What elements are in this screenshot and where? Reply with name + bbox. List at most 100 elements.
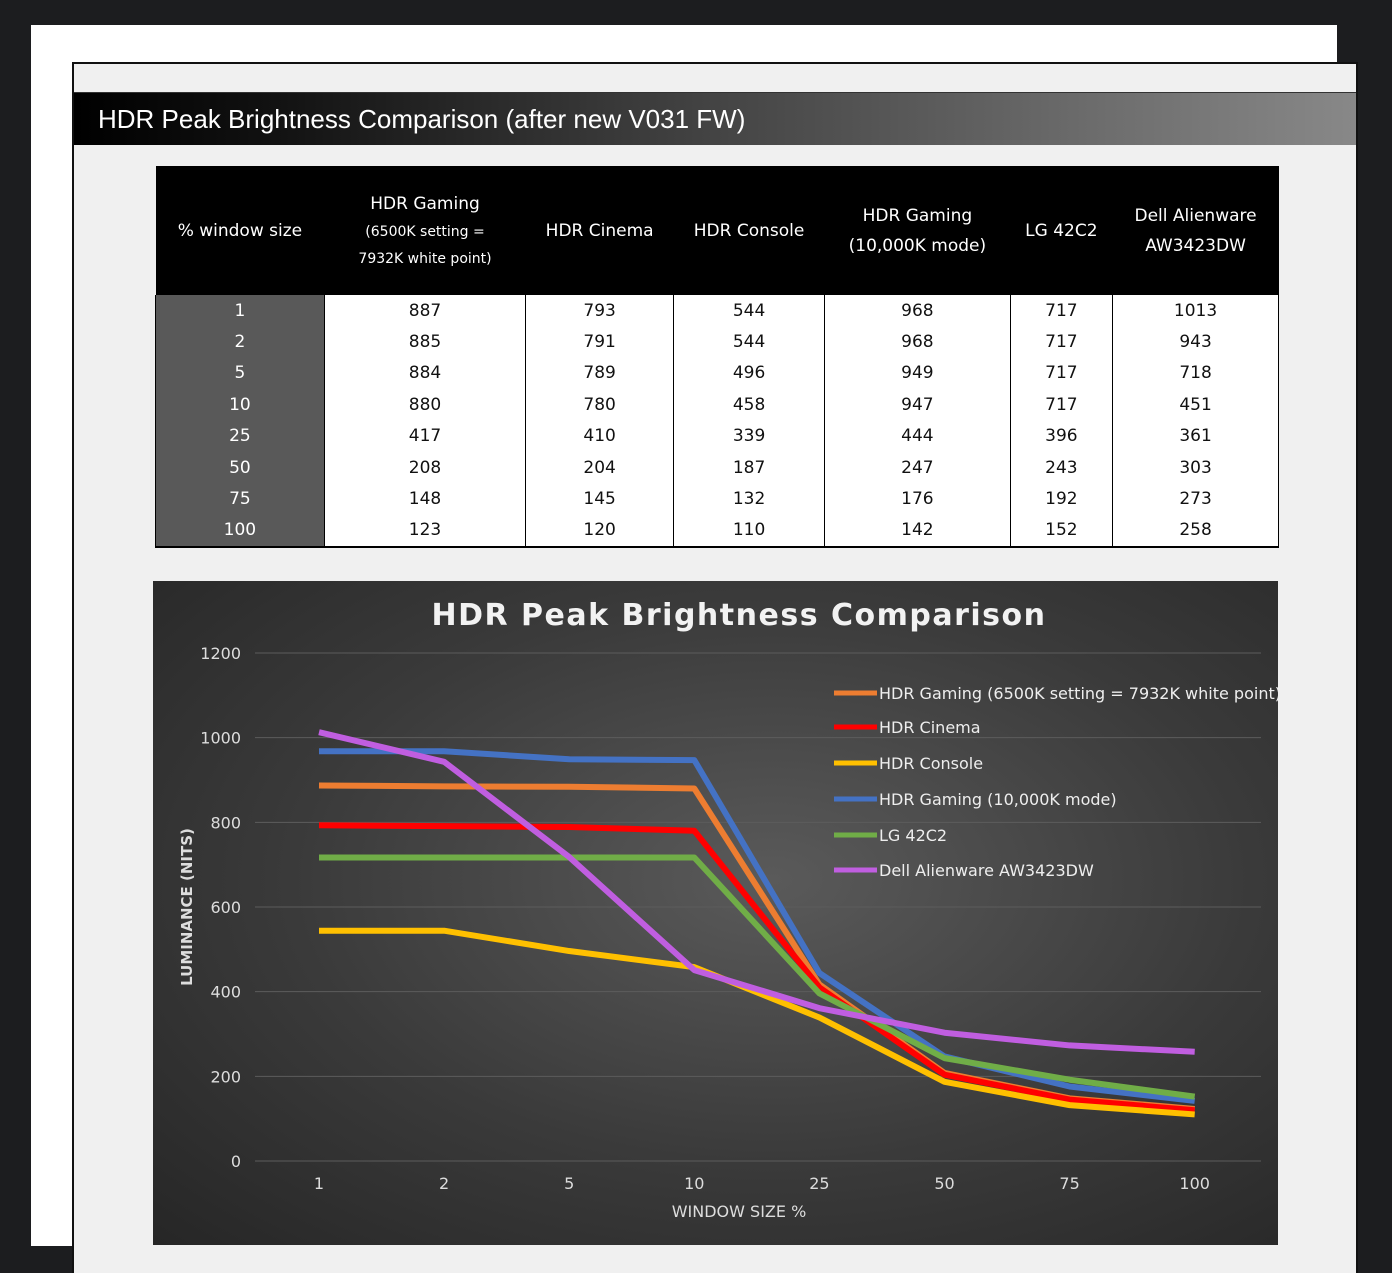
- legend-label: Dell Alienware AW3423DW: [879, 861, 1094, 880]
- section-title-bar: HDR Peak Brightness Comparison (after ne…: [74, 92, 1356, 145]
- value-cell: 718: [1112, 357, 1279, 390]
- window-size-cell: 25: [155, 420, 325, 452]
- y-tick-label: 600: [210, 898, 241, 917]
- value-cell: 273: [1112, 483, 1279, 515]
- value-cell: 1013: [1112, 295, 1279, 327]
- value-cell: 417: [323, 420, 527, 452]
- window-size-cell: 2: [155, 326, 325, 358]
- header-main: LG 42C2: [1025, 220, 1098, 241]
- value-cell: 947: [824, 389, 1011, 421]
- legend-label: HDR Console: [879, 754, 983, 773]
- value-cell: 410: [525, 420, 674, 452]
- header-main: Dell Alienware: [1134, 205, 1257, 226]
- series-line: [319, 854, 1196, 1100]
- value-cell: 192: [1009, 483, 1114, 515]
- header-main: HDR Cinema: [545, 220, 654, 241]
- value-cell: 884: [323, 357, 527, 390]
- legend-label: HDR Gaming (10,000K mode): [879, 790, 1117, 809]
- value-cell: 132: [672, 483, 826, 515]
- value-cell: 717: [1009, 389, 1114, 421]
- y-axis-label: LUMINANCE (NITS): [178, 828, 196, 986]
- legend-label: HDR Cinema: [879, 718, 981, 737]
- value-cell: 258: [1112, 514, 1279, 549]
- y-tick-label: 400: [210, 983, 241, 1002]
- header-main: HDR Gaming: [370, 193, 480, 214]
- value-cell: 887: [323, 295, 527, 327]
- value-cell: 544: [672, 326, 826, 358]
- content-card: HDR Peak Brightness Comparison (after ne…: [31, 25, 1358, 1273]
- y-tick-label: 1000: [200, 729, 241, 748]
- y-tick-label: 1200: [200, 644, 241, 663]
- value-cell: 496: [672, 357, 826, 390]
- value-cell: 123: [323, 514, 527, 549]
- header-sub: AW3423DW: [1145, 235, 1246, 256]
- value-cell: 187: [672, 451, 826, 484]
- window-size-cell: 75: [155, 483, 325, 515]
- value-cell: 949: [824, 357, 1011, 390]
- value-cell: 339: [672, 420, 826, 452]
- x-tick-label: 2: [439, 1174, 449, 1193]
- x-tick-label: 5: [564, 1174, 574, 1193]
- x-tick-label: 25: [809, 1174, 829, 1193]
- y-tick-label: 800: [210, 813, 241, 832]
- value-cell: 361: [1112, 420, 1279, 452]
- value-cell: 145: [525, 483, 674, 515]
- series-line: [318, 729, 1195, 1055]
- y-tick-label: 0: [231, 1152, 241, 1171]
- table-row: 100 123 120 110 142 152 258: [155, 514, 1279, 549]
- value-cell: 204: [525, 451, 674, 484]
- header-main: % window size: [177, 220, 303, 241]
- table-row: 10 880 780 458 947 717 451: [155, 389, 1279, 421]
- table-row: 75 148 145 132 176 192 273: [155, 483, 1279, 515]
- value-cell: 444: [824, 420, 1011, 452]
- series-line: [319, 748, 1196, 1104]
- x-tick-label: 75: [1059, 1174, 1079, 1193]
- chart-svg: HDR Peak Brightness Comparison 0 200 400 600…: [178, 598, 1281, 1221]
- line-chart: HDR Peak Brightness Comparison 0 200 400 600…: [153, 581, 1281, 1245]
- window-size-cell: 100: [155, 514, 325, 549]
- legend-label: LG 42C2: [879, 826, 947, 845]
- series-line: [318, 782, 1195, 1112]
- value-cell: 458: [672, 389, 826, 421]
- header-main: HDR Gaming: [862, 205, 973, 226]
- legend-label: HDR Gaming (6500K setting = 7932K white …: [879, 684, 1278, 703]
- table-row: 25 417 410 339 444 396 361: [155, 420, 1279, 452]
- column-header: HDR Console: [673, 166, 825, 295]
- value-cell: 120: [525, 514, 674, 549]
- y-tick-label: 200: [210, 1067, 241, 1086]
- value-cell: 247: [824, 451, 1011, 484]
- value-cell: 208: [323, 451, 527, 484]
- column-header: HDR Gaming (6500K setting = 7932K white p…: [324, 166, 526, 295]
- header-main: HDR Console: [693, 220, 805, 241]
- value-cell: 303: [1112, 451, 1279, 484]
- value-cell: 885: [323, 326, 527, 358]
- window-size-cell: 1: [155, 295, 325, 327]
- section-title: HDR Peak Brightness Comparison (after ne…: [98, 104, 746, 134]
- table-row: 5 884 789 496 949 717 718: [155, 357, 1279, 390]
- table-row: 50 208 204 187 247 243 303: [155, 451, 1279, 484]
- x-tick-label: 1: [314, 1174, 324, 1193]
- value-cell: 243: [1009, 451, 1114, 484]
- header-sub: (10,000K mode): [848, 235, 987, 256]
- value-cell: 968: [824, 326, 1011, 358]
- value-cell: 717: [1009, 357, 1114, 390]
- series-line: [318, 822, 1195, 1114]
- x-tick-label: 100: [1179, 1174, 1210, 1193]
- window-size-cell: 5: [155, 357, 325, 390]
- column-header: % window size: [155, 166, 325, 295]
- value-cell: 396: [1009, 420, 1114, 452]
- content-frame: HDR Peak Brightness Comparison (after ne…: [72, 62, 1358, 1273]
- brightness-table: % window size HDR Gaming (6500K setting = …: [155, 166, 1279, 549]
- x-tick-label: 50: [934, 1174, 954, 1193]
- value-cell: 451: [1112, 389, 1279, 421]
- x-tick-label: 10: [684, 1174, 704, 1193]
- value-cell: 789: [525, 357, 674, 390]
- value-cell: 880: [323, 389, 527, 421]
- value-cell: 142: [824, 514, 1011, 549]
- series-line: [319, 927, 1195, 1118]
- header-sub: (6500K setting = 7932K white point): [358, 223, 492, 267]
- value-cell: 943: [1112, 326, 1279, 358]
- table-row: 1 887 793 544 968 717 1013: [155, 295, 1279, 327]
- column-header: Dell Alienware AW3423DW: [1112, 166, 1279, 295]
- column-header: HDR Gaming (10,000K mode): [824, 166, 1011, 295]
